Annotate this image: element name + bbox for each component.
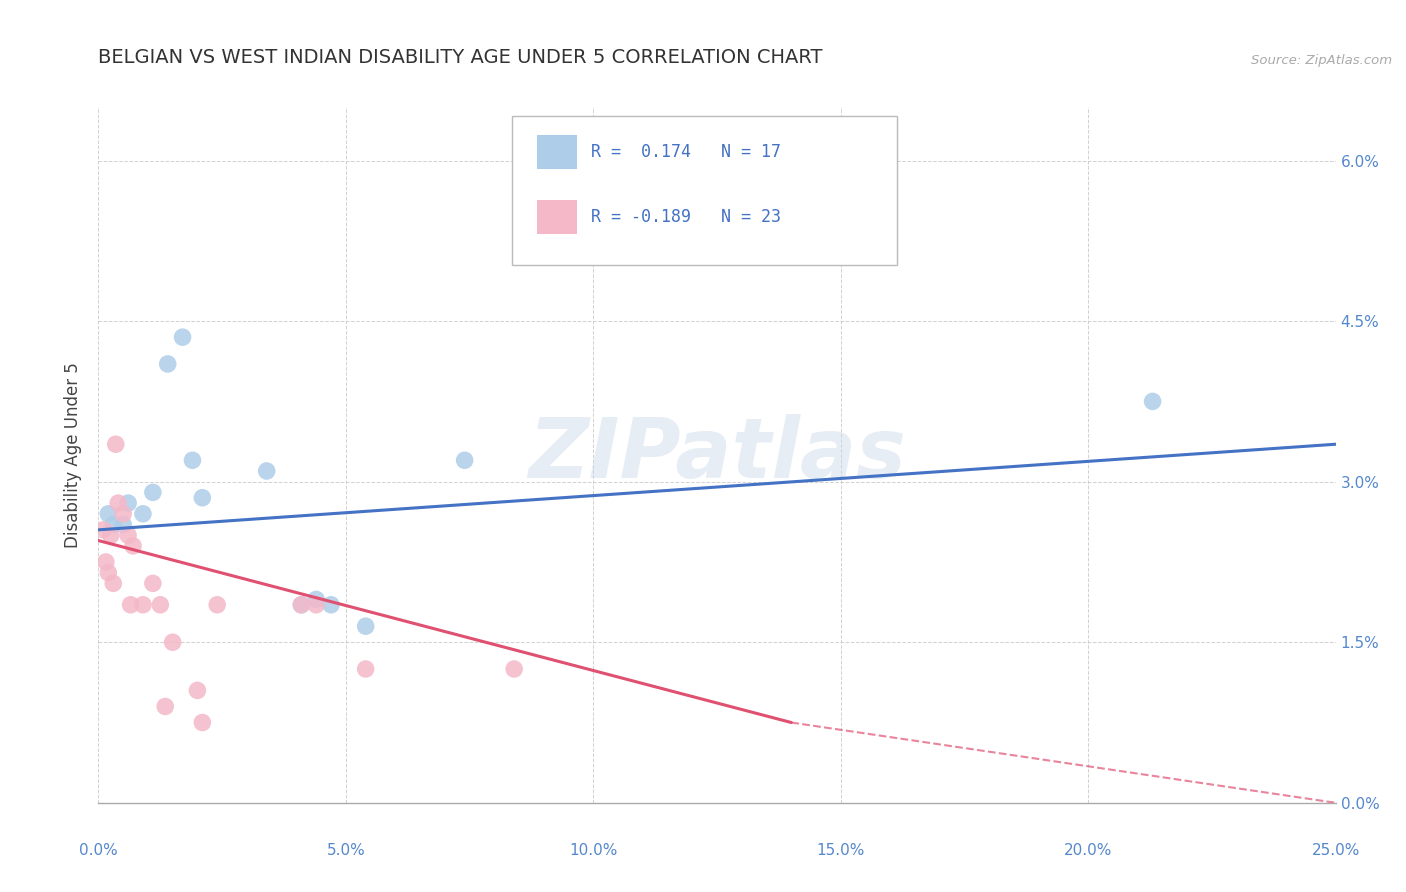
Point [112, 507, 135, 521]
Point [117, 528, 139, 542]
Point [503, 662, 526, 676]
Point [191, 715, 214, 730]
Point [117, 496, 139, 510]
Point [155, 699, 177, 714]
Point [142, 576, 165, 591]
Point [181, 453, 204, 467]
Text: Source: ZipAtlas.com: Source: ZipAtlas.com [1251, 54, 1392, 67]
Point [172, 330, 194, 344]
Text: 15.0%: 15.0% [817, 843, 865, 858]
Text: R = -0.189   N = 23: R = -0.189 N = 23 [591, 209, 780, 227]
Point [256, 464, 278, 478]
Point [103, 576, 125, 591]
Point [97, 507, 120, 521]
Point [191, 491, 214, 505]
Point [122, 539, 145, 553]
Point [162, 635, 184, 649]
Point [1142, 394, 1164, 409]
Point [319, 598, 342, 612]
Text: ZIPatlas: ZIPatlas [529, 415, 905, 495]
Point [93, 523, 115, 537]
Point [120, 598, 142, 612]
Text: 20.0%: 20.0% [1064, 843, 1112, 858]
Point [205, 598, 228, 612]
Point [97, 566, 120, 580]
Point [305, 598, 328, 612]
Point [112, 517, 135, 532]
Legend: Belgians, West Indians: Belgians, West Indians [576, 888, 858, 892]
Point [156, 357, 179, 371]
Point [103, 517, 125, 532]
Point [94, 555, 117, 569]
Point [290, 598, 312, 612]
Point [104, 437, 127, 451]
Point [453, 453, 475, 467]
Text: BELGIAN VS WEST INDIAN DISABILITY AGE UNDER 5 CORRELATION CHART: BELGIAN VS WEST INDIAN DISABILITY AGE UN… [98, 48, 823, 67]
Point [290, 598, 312, 612]
Point [132, 598, 155, 612]
Text: R =  0.174   N = 17: R = 0.174 N = 17 [591, 143, 780, 161]
Text: 10.0%: 10.0% [569, 843, 617, 858]
Y-axis label: Disability Age Under 5: Disability Age Under 5 [65, 362, 83, 548]
Text: 25.0%: 25.0% [1312, 843, 1360, 858]
Text: 5.0%: 5.0% [326, 843, 366, 858]
Point [132, 507, 155, 521]
Point [100, 528, 122, 542]
Point [305, 592, 328, 607]
Point [107, 496, 129, 510]
Point [354, 662, 377, 676]
Point [142, 485, 165, 500]
Text: 0.0%: 0.0% [79, 843, 118, 858]
Point [149, 598, 172, 612]
Point [354, 619, 377, 633]
Point [186, 683, 208, 698]
